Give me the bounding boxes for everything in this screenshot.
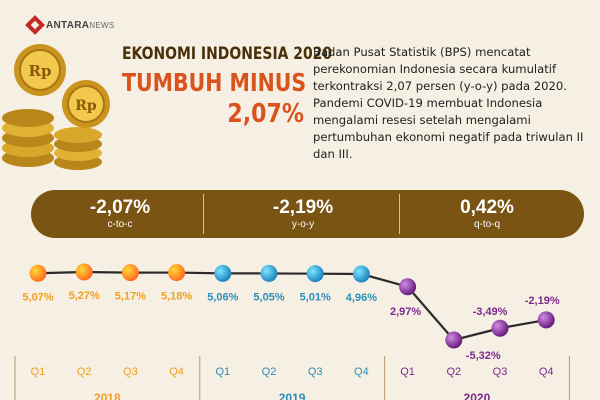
- headline: EKONOMI INDONESIA 2020 TUMBUH MINUS 2,07…: [82, 44, 333, 129]
- data-point: [445, 331, 463, 349]
- coin-label-1: Rp: [29, 62, 52, 80]
- data-point: [352, 265, 370, 283]
- data-point: [214, 264, 232, 282]
- data-label: 5,18%: [161, 291, 192, 303]
- stat-y-o-y: -2,19% y-o-y: [213, 198, 393, 231]
- x-tick-label: Q1: [215, 366, 230, 378]
- coin-label-2: Rp: [75, 98, 97, 114]
- coin-stack-right: [54, 127, 102, 170]
- x-tick-label: Q2: [77, 366, 92, 378]
- headline-value: 2,07%: [227, 99, 304, 129]
- data-point: [29, 264, 47, 282]
- x-tick-label: Q1: [31, 366, 46, 378]
- year-label: 2019: [279, 391, 306, 400]
- stats-divider: [399, 194, 400, 234]
- gold-coins-icon: Rp Rp: [2, 44, 110, 170]
- series-line: [37, 270, 547, 342]
- stats-divider: [203, 194, 204, 234]
- data-point: [399, 278, 417, 296]
- year-label: 2018: [94, 391, 121, 400]
- x-tick-label: Q1: [400, 366, 415, 378]
- data-label: -3,49%: [473, 306, 508, 318]
- headline-title: EKONOMI INDONESIA 2020: [121, 44, 333, 64]
- data-label: 5,07%: [22, 291, 53, 303]
- x-tick-label: Q3: [493, 366, 508, 378]
- headline-subtitle: TUMBUH MINUS: [121, 68, 307, 97]
- data-label: 5,27%: [69, 290, 100, 302]
- coin-stack-left: [2, 109, 54, 167]
- data-label: 5,17%: [115, 291, 146, 303]
- data-point: [260, 264, 278, 282]
- stat-q-to-q: 0,42% q-to-q: [397, 198, 577, 231]
- stat-value: -2,19%: [272, 197, 334, 218]
- data-label: 4,96%: [346, 292, 377, 304]
- coin-standing-right: Rp: [62, 80, 110, 128]
- data-point: [121, 264, 139, 282]
- coin-standing-top: Rp: [14, 44, 66, 96]
- data-label: 5,01%: [300, 292, 331, 304]
- x-tick-label: Q4: [169, 366, 184, 378]
- data-point: [168, 264, 186, 282]
- data-point: [537, 311, 555, 329]
- description-text: Badan Pusat Statistik (BPS) mencatat per…: [313, 45, 584, 161]
- data-label: 2,97%: [390, 306, 421, 318]
- data-label: -2,19%: [525, 295, 560, 307]
- antara-news-logo: ANTARANEWS: [25, 15, 114, 35]
- logo-text: ANTARANEWS: [46, 20, 114, 31]
- stat-label: q-to-q: [473, 219, 501, 230]
- logo-brand: ANTARA: [46, 19, 90, 31]
- year-label: 2020: [464, 391, 491, 400]
- data-point: [306, 265, 324, 283]
- stat-label: y-o-y: [291, 219, 315, 230]
- x-tick-label: Q3: [308, 366, 323, 378]
- x-tick-label: Q2: [262, 366, 277, 378]
- data-label: 5,05%: [253, 291, 284, 303]
- data-label: -5,32%: [466, 350, 501, 362]
- logo-suffix: NEWS: [89, 20, 115, 30]
- x-tick-label: Q4: [539, 366, 554, 378]
- x-tick-label: Q4: [354, 366, 369, 378]
- stat-c-to-c: -2,07% c-to-c: [30, 198, 210, 231]
- stat-value: 0,42%: [460, 197, 514, 218]
- stats-band: [31, 190, 584, 238]
- data-point: [491, 319, 509, 337]
- stat-value: -2,07%: [89, 197, 151, 218]
- data-label: 5,06%: [207, 291, 238, 303]
- data-point: [75, 263, 93, 281]
- x-tick-label: Q3: [123, 366, 138, 378]
- stat-label: c-to-c: [107, 219, 133, 230]
- x-tick-label: Q2: [446, 366, 461, 378]
